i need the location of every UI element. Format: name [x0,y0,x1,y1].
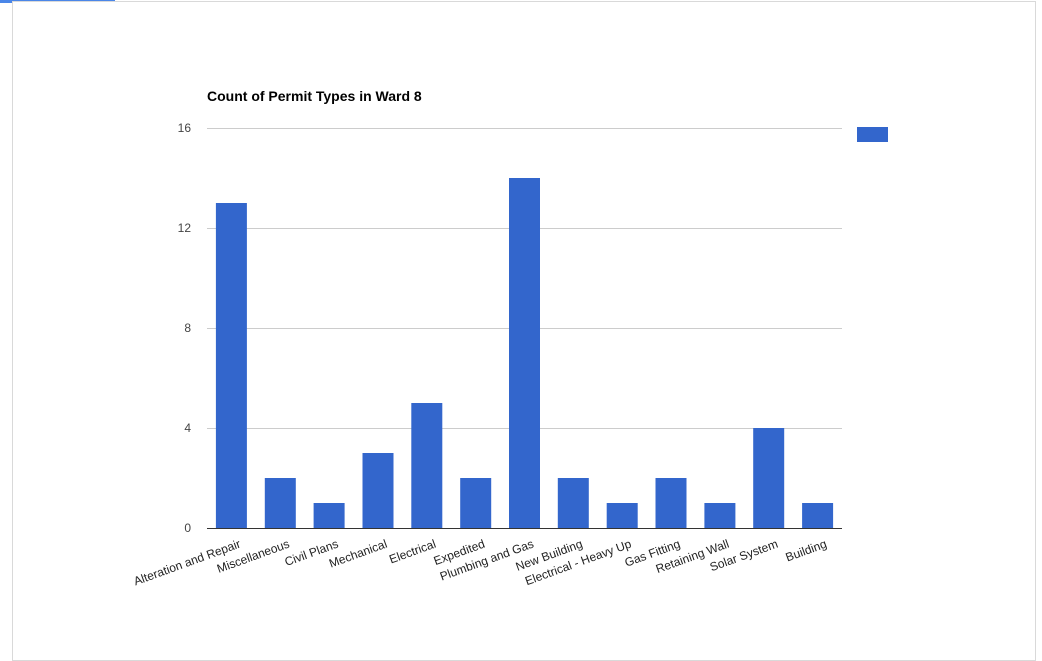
bar[interactable] [264,478,296,528]
x-tick-label: Building [784,537,829,565]
chart-title: Count of Permit Types in Ward 8 [207,88,422,104]
bar[interactable] [704,503,736,528]
bar[interactable] [411,403,443,528]
bar[interactable] [313,503,345,528]
bars [215,178,834,528]
x-axis-ticks: Alteration and RepairMiscellaneousCivil … [132,537,829,589]
legend-swatch [857,127,888,142]
bar[interactable] [753,428,785,528]
y-tick-label: 16 [178,121,192,135]
y-axis-ticks: 0 4 8 12 16 [178,121,192,535]
bar[interactable] [557,478,589,528]
bar[interactable] [606,503,638,528]
y-tick-label: 12 [178,221,192,235]
x-tick-label: Electrical [387,537,438,567]
bar[interactable] [362,453,394,528]
bar[interactable] [655,478,687,528]
bar[interactable] [215,203,247,528]
bar[interactable] [802,503,834,528]
y-tick-label: 4 [184,421,191,435]
bar[interactable] [460,478,492,528]
y-tick-label: 8 [184,321,191,335]
bar[interactable] [509,178,540,528]
y-tick-label: 0 [184,521,191,535]
